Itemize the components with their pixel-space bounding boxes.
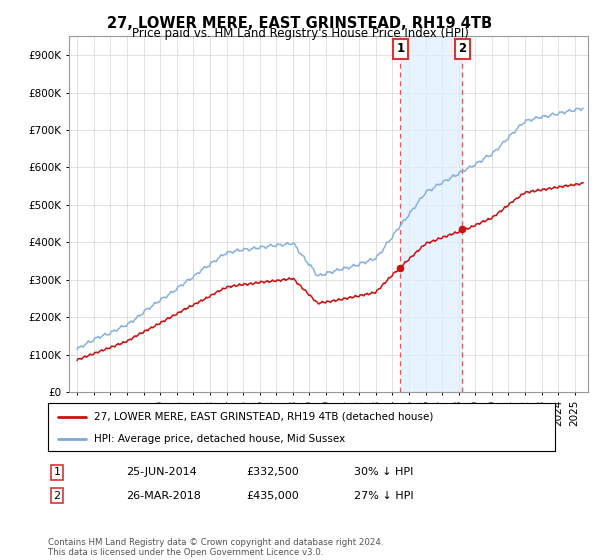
Text: 27, LOWER MERE, EAST GRINSTEAD, RH19 4TB (detached house): 27, LOWER MERE, EAST GRINSTEAD, RH19 4TB… [94, 412, 433, 422]
Text: 26-MAR-2018: 26-MAR-2018 [126, 491, 201, 501]
Text: £332,500: £332,500 [246, 467, 299, 477]
Text: 25-JUN-2014: 25-JUN-2014 [126, 467, 197, 477]
Text: 30% ↓ HPI: 30% ↓ HPI [354, 467, 413, 477]
Text: Price paid vs. HM Land Registry's House Price Index (HPI): Price paid vs. HM Land Registry's House … [131, 27, 469, 40]
Text: 1: 1 [53, 467, 61, 477]
Text: 2: 2 [53, 491, 61, 501]
Text: HPI: Average price, detached house, Mid Sussex: HPI: Average price, detached house, Mid … [94, 434, 345, 444]
Text: 27, LOWER MERE, EAST GRINSTEAD, RH19 4TB: 27, LOWER MERE, EAST GRINSTEAD, RH19 4TB [107, 16, 493, 31]
Text: 27% ↓ HPI: 27% ↓ HPI [354, 491, 413, 501]
Text: 2: 2 [458, 43, 467, 55]
Text: 1: 1 [396, 43, 404, 55]
Text: £435,000: £435,000 [246, 491, 299, 501]
Text: Contains HM Land Registry data © Crown copyright and database right 2024.
This d: Contains HM Land Registry data © Crown c… [48, 538, 383, 557]
